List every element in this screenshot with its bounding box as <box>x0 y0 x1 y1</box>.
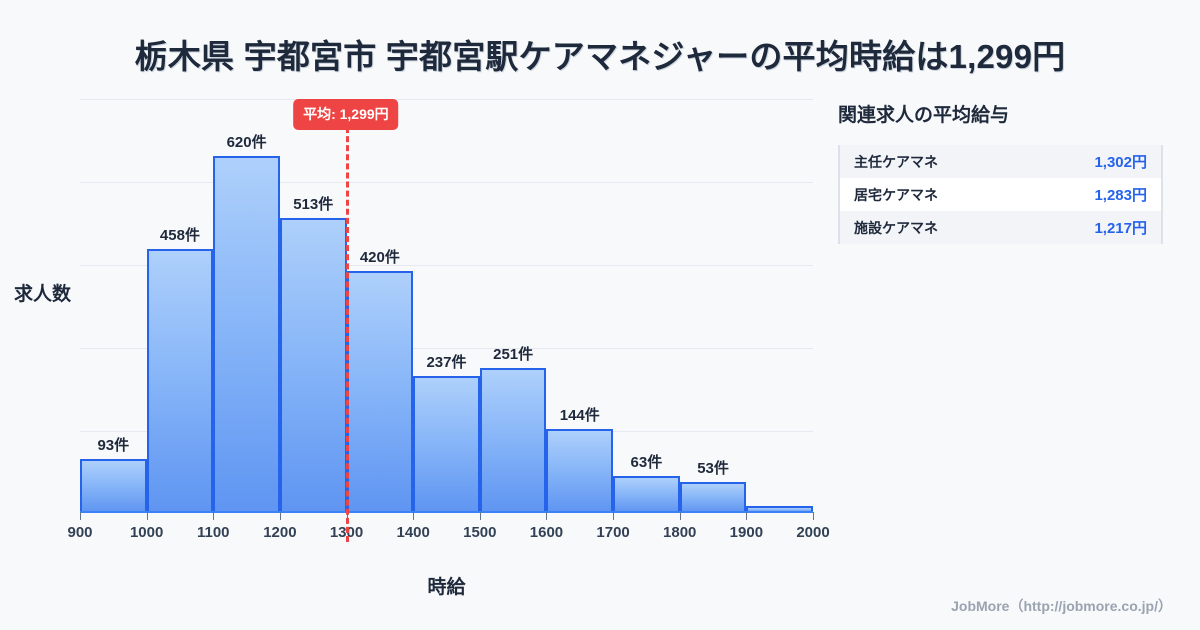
bar-value-label: 251件 <box>493 346 534 364</box>
histogram-bar <box>746 506 813 512</box>
histogram-bar <box>80 458 147 512</box>
x-axis-tick <box>479 512 481 520</box>
x-axis-title: 時給 <box>427 577 466 598</box>
related-salary-row-label: 施設ケアマネ <box>854 219 938 236</box>
histogram-bar <box>613 475 680 512</box>
bar-value-label: 93件 <box>97 436 130 454</box>
related-salary-row-label: 主任ケアマネ <box>854 153 938 170</box>
histogram-bar <box>213 156 280 512</box>
gridline <box>80 182 813 183</box>
related-salary-title: 関連求人の平均給与 <box>838 105 1010 126</box>
x-axis-tick-label: 1700 <box>596 524 630 541</box>
x-axis-tick <box>279 512 281 520</box>
x-axis-tick-label: 1000 <box>129 524 164 541</box>
histogram-bar <box>479 368 547 512</box>
x-axis-tick <box>213 512 215 520</box>
x-axis-tick-label: 1200 <box>263 524 297 541</box>
histogram-bar <box>546 429 614 512</box>
bar-value-label: 144件 <box>559 407 600 425</box>
histogram-bar <box>413 376 480 512</box>
x-axis-tick <box>746 512 748 520</box>
x-axis-tick <box>413 512 415 520</box>
x-axis-tick-label: 1400 <box>396 524 430 541</box>
related-salary-row-label: 居宅ケアマネ <box>854 186 938 203</box>
x-axis-tick-label: 2000 <box>796 524 830 541</box>
x-axis-tick <box>613 512 615 520</box>
related-salary-row: 居宅ケアマネ 1,283円 <box>840 178 1161 211</box>
gridline <box>80 265 813 266</box>
x-axis-tick <box>679 512 681 520</box>
x-axis-tick <box>80 512 81 520</box>
gridline <box>80 99 813 100</box>
bar-value-label: 63件 <box>630 453 663 471</box>
x-axis-line <box>80 511 813 513</box>
average-badge: 平均: 1,299円 <box>293 99 399 130</box>
page-title: 栃木県 宇都宮市 宇都宮駅ケアマネジャーの平均時給は1,299円 <box>134 38 1066 75</box>
related-salary-row-value: 1,302円 <box>1094 154 1147 171</box>
y-axis-title: 求人数 <box>14 284 72 305</box>
related-salary-table: 主任ケアマネ 1,302円居宅ケアマネ 1,283円施設ケアマネ 1,217円 <box>838 145 1163 244</box>
x-axis-tick <box>813 512 814 520</box>
bar-value-label: 420件 <box>359 249 400 267</box>
x-axis-tick <box>146 512 148 520</box>
average-line <box>345 127 349 542</box>
histogram-chart: 求人数 93件 458件 620件 513件 420件 237件 251件 144件 63件 53… <box>14 99 830 598</box>
histogram-bar <box>346 271 414 512</box>
bar-value-label: 458件 <box>159 227 200 245</box>
gridline <box>80 348 813 349</box>
x-axis-tick-label: 1900 <box>729 524 764 541</box>
x-axis-tick-label: 1500 <box>463 524 497 541</box>
x-axis-tick-label: 1800 <box>663 524 697 541</box>
histogram-bar <box>679 481 747 512</box>
plot-area: 93件 458件 620件 513件 420件 237件 251件 144件 63件 53件 平均:… <box>80 99 813 542</box>
histogram-bar <box>146 249 214 512</box>
bar-value-label: 620件 <box>226 134 267 152</box>
x-axis-tick-label: 900 <box>67 524 93 541</box>
x-axis-tick-label: 1100 <box>196 524 230 541</box>
bar-value-label: 53件 <box>697 459 729 477</box>
bar-value-label: 513件 <box>293 195 334 213</box>
histogram-bar <box>279 217 347 512</box>
x-axis-tick-label: 1600 <box>529 524 564 541</box>
related-salary-row-value: 1,217円 <box>1094 220 1147 237</box>
x-axis-tick <box>546 512 548 520</box>
related-salary-row: 主任ケアマネ 1,302円 <box>840 145 1161 178</box>
related-salary-row: 施設ケアマネ 1,217円 <box>840 211 1161 244</box>
related-salary-row-value: 1,283円 <box>1094 187 1147 204</box>
related-salary-panel: 関連求人の平均給与 主任ケアマネ 1,302円居宅ケアマネ 1,283円施設ケアマネ… <box>838 100 1168 244</box>
bar-value-label: 237件 <box>426 354 467 372</box>
footer-attribution: JobMore（http://jobmore.co.jp/） <box>951 598 1172 614</box>
